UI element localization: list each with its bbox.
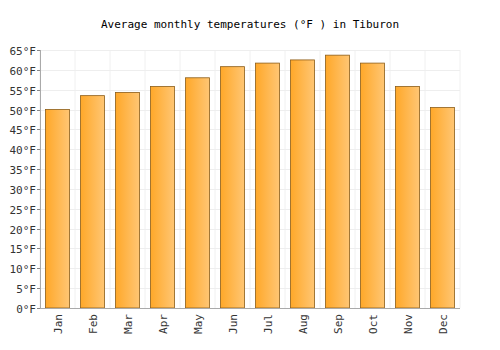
y-axis	[40, 50, 41, 308]
x-tick-label: Sep	[332, 314, 345, 334]
tick-mark	[37, 50, 40, 51]
y-tick-label: 25°F	[10, 204, 37, 217]
grid-line-vertical	[390, 50, 391, 308]
y-tick-label: 35°F	[10, 164, 37, 177]
x-axis	[40, 308, 460, 309]
tick-mark	[37, 308, 40, 309]
grid-line-vertical	[75, 50, 76, 308]
tick-mark	[37, 110, 40, 111]
chart: Average monthly temperatures (°F ) in Ti…	[0, 0, 500, 350]
x-tick-label: Apr	[157, 314, 170, 334]
tick-mark	[37, 248, 40, 249]
y-tick-label: 5°F	[16, 283, 36, 296]
x-tick-label: May	[192, 314, 205, 334]
tick-mark	[37, 229, 40, 230]
x-tick-label: Jul	[262, 314, 275, 334]
bar	[186, 78, 210, 308]
y-tick-label: 15°F	[10, 243, 37, 256]
bar	[431, 108, 455, 308]
bar	[221, 67, 245, 308]
grid-line-vertical	[40, 50, 41, 308]
bar	[116, 92, 140, 308]
grid-line-vertical	[285, 50, 286, 308]
grid-line	[40, 308, 460, 309]
y-tick-label: 0°F	[16, 303, 36, 316]
grid-line-vertical	[145, 50, 146, 308]
bar	[81, 96, 105, 308]
tick-mark	[37, 268, 40, 269]
bar	[46, 110, 70, 308]
grid-line-vertical	[250, 50, 251, 308]
y-tick-label: 30°F	[10, 184, 37, 197]
tick-mark	[37, 209, 40, 210]
grid-line-vertical	[180, 50, 181, 308]
tick-mark	[37, 288, 40, 289]
y-tick-label: 55°F	[10, 85, 37, 98]
grid-line-vertical	[215, 50, 216, 308]
x-tick-label: Nov	[402, 314, 415, 334]
bar	[361, 63, 385, 308]
grid-line-vertical	[460, 50, 461, 308]
grid-line-vertical	[425, 50, 426, 308]
y-tick-label: 20°F	[10, 224, 37, 237]
grid-line-vertical	[320, 50, 321, 308]
bar	[396, 87, 420, 308]
tick-mark	[37, 169, 40, 170]
tick-mark	[37, 70, 40, 71]
grid-line	[40, 50, 460, 51]
bar	[151, 87, 175, 308]
y-tick-label: 50°F	[10, 105, 37, 118]
grid-line	[40, 70, 460, 71]
x-tick-label: Oct	[367, 314, 380, 334]
bars	[46, 55, 455, 308]
y-tick-label: 10°F	[10, 263, 37, 276]
y-tick-label: 60°F	[10, 65, 37, 78]
bar	[326, 55, 350, 308]
x-tick-label: Jun	[227, 314, 240, 334]
bar	[256, 63, 280, 308]
x-tick-label: Jan	[52, 314, 65, 334]
tick-mark	[37, 90, 40, 91]
x-tick-label: Dec	[437, 314, 450, 334]
grid-line-vertical	[355, 50, 356, 308]
x-tick-label: Mar	[122, 314, 135, 334]
bar	[291, 60, 315, 308]
x-tick-label: Feb	[87, 314, 100, 334]
y-tick-label: 40°F	[10, 144, 37, 157]
tick-mark	[37, 149, 40, 150]
y-tick-label: 65°F	[10, 45, 37, 58]
y-tick-label: 45°F	[10, 124, 37, 137]
tick-mark	[37, 189, 40, 190]
title: Average monthly temperatures (°F ) in Ti…	[101, 18, 399, 31]
x-tick-label: Aug	[297, 314, 310, 334]
tick-mark	[37, 129, 40, 130]
grid-line-vertical	[110, 50, 111, 308]
